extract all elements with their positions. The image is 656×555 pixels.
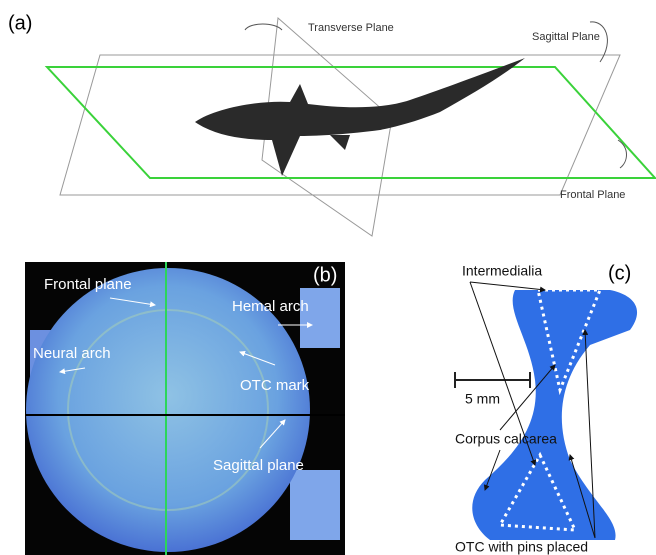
arrow <box>259 419 286 449</box>
plane-label: Transverse Plane <box>308 22 394 34</box>
sagittal-plane <box>59 54 621 196</box>
arrow <box>483 449 501 491</box>
panel-c: (c) Intermedialia 5 mm Corpus calcarea O… <box>454 262 638 555</box>
annotation: OTC with pins placed <box>455 539 588 555</box>
annotation: Frontal plane <box>44 276 132 293</box>
arrow <box>239 350 276 366</box>
frontal-plane <box>44 66 656 179</box>
panel-a: (a) Transverse Plane Sagittal Plane Fron… <box>8 12 656 237</box>
hemal-arch <box>300 288 340 348</box>
annotation: Intermedialia <box>462 263 542 279</box>
otc-ring <box>67 309 269 511</box>
annotation: Corpus calcarea <box>455 431 557 447</box>
shark-fin <box>330 135 350 150</box>
arrow <box>582 329 596 539</box>
panel-label: (c) <box>608 262 631 284</box>
rotation-arrow <box>244 23 283 31</box>
panel-label: (b) <box>313 264 337 286</box>
annotation: Hemal arch <box>232 298 309 315</box>
dotted-outline <box>497 288 603 532</box>
arrow <box>568 454 596 539</box>
annotation: Neural arch <box>33 345 111 362</box>
arrow <box>469 281 546 293</box>
annotation: 5 mm <box>465 391 500 407</box>
annotation: OTC mark <box>240 377 310 394</box>
arch <box>290 470 340 540</box>
plane-label: Sagittal Plane <box>532 31 600 43</box>
arrow <box>59 367 86 375</box>
specimen <box>472 290 638 540</box>
arrow <box>109 297 156 308</box>
arrow <box>499 364 556 431</box>
plane-label: Frontal Plane <box>560 189 625 201</box>
annotation: Sagittal plane <box>213 457 304 474</box>
arrow <box>469 281 537 466</box>
panel-label: (a) <box>8 12 32 34</box>
shark <box>195 58 525 176</box>
rotation-arrow <box>589 21 608 63</box>
panel-b: (b) Frontal plane Hemal arch Neural arch… <box>25 262 345 555</box>
rotation-arrow <box>617 139 627 169</box>
